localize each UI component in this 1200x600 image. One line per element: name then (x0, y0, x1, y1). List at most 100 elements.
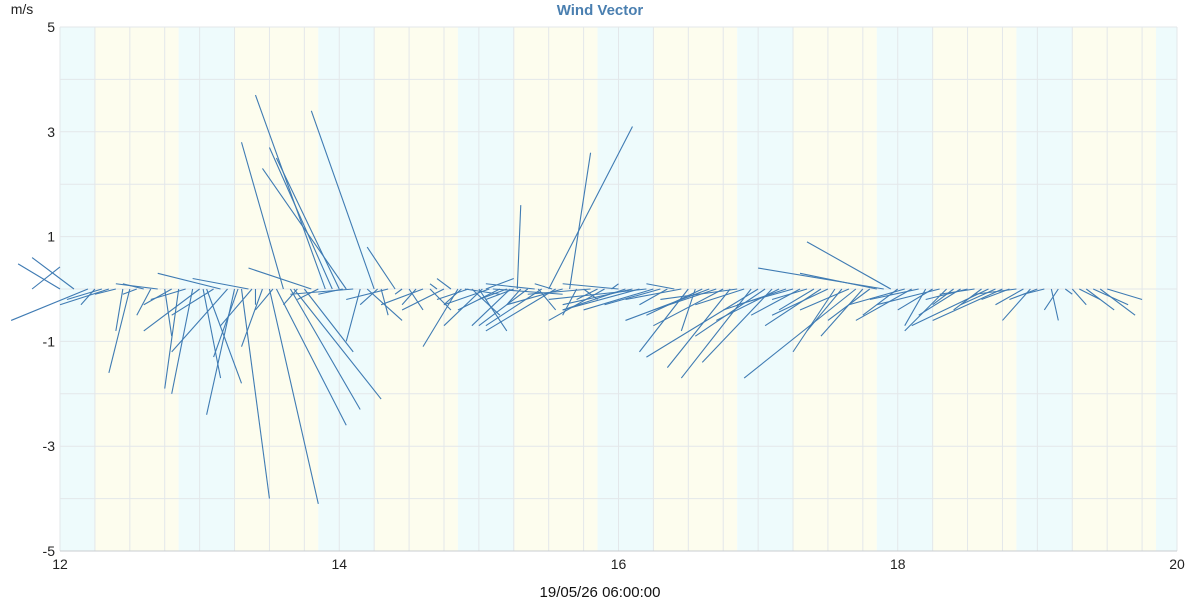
wind-vector-164 (1107, 288, 1143, 301)
wind-vector-109 (653, 288, 724, 327)
wind-vector-27 (240, 288, 270, 499)
wind-vector-56 (408, 288, 424, 311)
wind-vector-46 (262, 168, 347, 290)
wind-vector-68 (478, 288, 508, 332)
wind-vector-17 (150, 288, 186, 301)
wind-vector-19 (143, 288, 200, 332)
wind-vector-157 (1043, 288, 1059, 311)
wind-vector-117 (715, 288, 780, 321)
wind-vector-23 (157, 272, 221, 290)
y-tick-label-5: -5 (43, 543, 56, 559)
wind-vector-122 (778, 288, 815, 311)
wind-vector-7 (94, 288, 116, 295)
wind-vector-143 (918, 288, 961, 316)
wind-vector-5 (66, 288, 103, 301)
wind-vector-58 (380, 288, 424, 306)
wind-vector-13 (115, 283, 158, 290)
wind-vector-115 (694, 288, 766, 337)
wind-vector-1 (17, 263, 61, 290)
wind-vector-25 (206, 288, 236, 415)
wind-vector-153 (1002, 288, 1031, 321)
wind-vector-108 (653, 288, 717, 311)
wind-vector-94 (562, 283, 619, 290)
wind-vector-91 (576, 288, 598, 300)
wind-vector-140 (876, 288, 940, 306)
wind-vector-85 (485, 288, 556, 332)
wind-vector-22 (171, 288, 214, 316)
wind-vector-76 (485, 288, 514, 300)
wind-vector-127 (799, 288, 850, 311)
wind-vector-159 (1071, 288, 1087, 306)
wind-vector-78 (506, 288, 522, 306)
wind-vector-74 (478, 288, 507, 300)
wind-vector-24 (171, 288, 228, 353)
wind-vector-161 (1085, 288, 1115, 311)
wind-vector-8 (115, 288, 124, 332)
wind-vector-148 (960, 288, 996, 306)
wind-vector-16 (164, 288, 180, 389)
wind-vector-40 (248, 267, 312, 290)
wind-vector-97 (562, 288, 640, 311)
wind-vector-31 (240, 288, 263, 347)
wind-vector-64 (443, 288, 462, 306)
wind-vector-38 (282, 288, 298, 306)
wind-vector-125 (792, 288, 836, 353)
chart-title: Wind Vector (557, 2, 644, 19)
wind-vector-33 (255, 288, 274, 311)
wind-vector-35 (240, 142, 284, 290)
wind-vector-123 (764, 288, 822, 327)
wind-vector-6 (59, 288, 110, 306)
wind-vector-145 (939, 288, 975, 295)
wind-vector-57 (401, 288, 417, 306)
wind-vector-100 (604, 288, 661, 306)
wind-vector-10 (122, 288, 137, 295)
wind-vector-63 (422, 288, 459, 347)
wind-vector-147 (911, 288, 989, 327)
wind-vector-124 (771, 288, 829, 316)
x-axis-label: 19/05/26 06:00:00 (540, 584, 661, 600)
wind-vector-128 (743, 288, 857, 379)
wind-vector-81 (537, 288, 557, 311)
y-tick-label-3: -1 (43, 333, 56, 349)
axis-ticks: 5 3 1 -1 -3 -512 14 16 18 20 (43, 19, 1185, 572)
wind-vector-0 (31, 266, 61, 290)
wind-vector-142 (932, 288, 954, 306)
wind-vector-160 (1079, 288, 1101, 300)
wind-vector-132 (758, 267, 884, 290)
wind-vector-71 (443, 288, 490, 306)
wind-vector-42 (254, 94, 326, 290)
wind-vector-62 (436, 278, 452, 290)
wind-vector-43 (268, 147, 333, 290)
wind-vector-84 (534, 283, 553, 290)
wind-vector-101 (639, 288, 668, 306)
wind-vector-66 (436, 288, 469, 301)
wind-vector-114 (646, 288, 759, 358)
x-tick-label-1: 14 (331, 556, 347, 572)
wind-vector-155 (1023, 288, 1045, 295)
wind-vector-119 (737, 288, 794, 306)
wind-vector-53 (346, 288, 389, 301)
y-tick-label-1: 3 (47, 124, 55, 140)
wind-vector-102 (646, 283, 675, 290)
wind-vector-36 (289, 288, 361, 410)
wind-vector-9 (108, 288, 131, 373)
wind-vector-55 (394, 288, 403, 295)
wind-vector-29 (220, 288, 253, 327)
wind-vector-75 (471, 288, 511, 327)
wind-vector-37 (293, 288, 382, 400)
wind-vector-34 (275, 288, 347, 426)
y-tick-label-4: -3 (43, 438, 56, 454)
wind-vector-47 (290, 288, 354, 295)
y-tick-label-0: 5 (47, 19, 55, 35)
x-tick-label-2: 16 (611, 556, 627, 572)
wind-vector-44 (275, 157, 340, 290)
wind-vector-79 (478, 288, 529, 327)
wind-vector-149 (932, 288, 1003, 321)
wind-vector-133 (806, 241, 892, 290)
wind-vector-50 (310, 110, 375, 290)
wind-vector-41 (297, 288, 319, 300)
wind-vector-26 (213, 288, 239, 358)
wind-vector-163 (1099, 288, 1136, 316)
wind-vector-87 (569, 152, 592, 290)
